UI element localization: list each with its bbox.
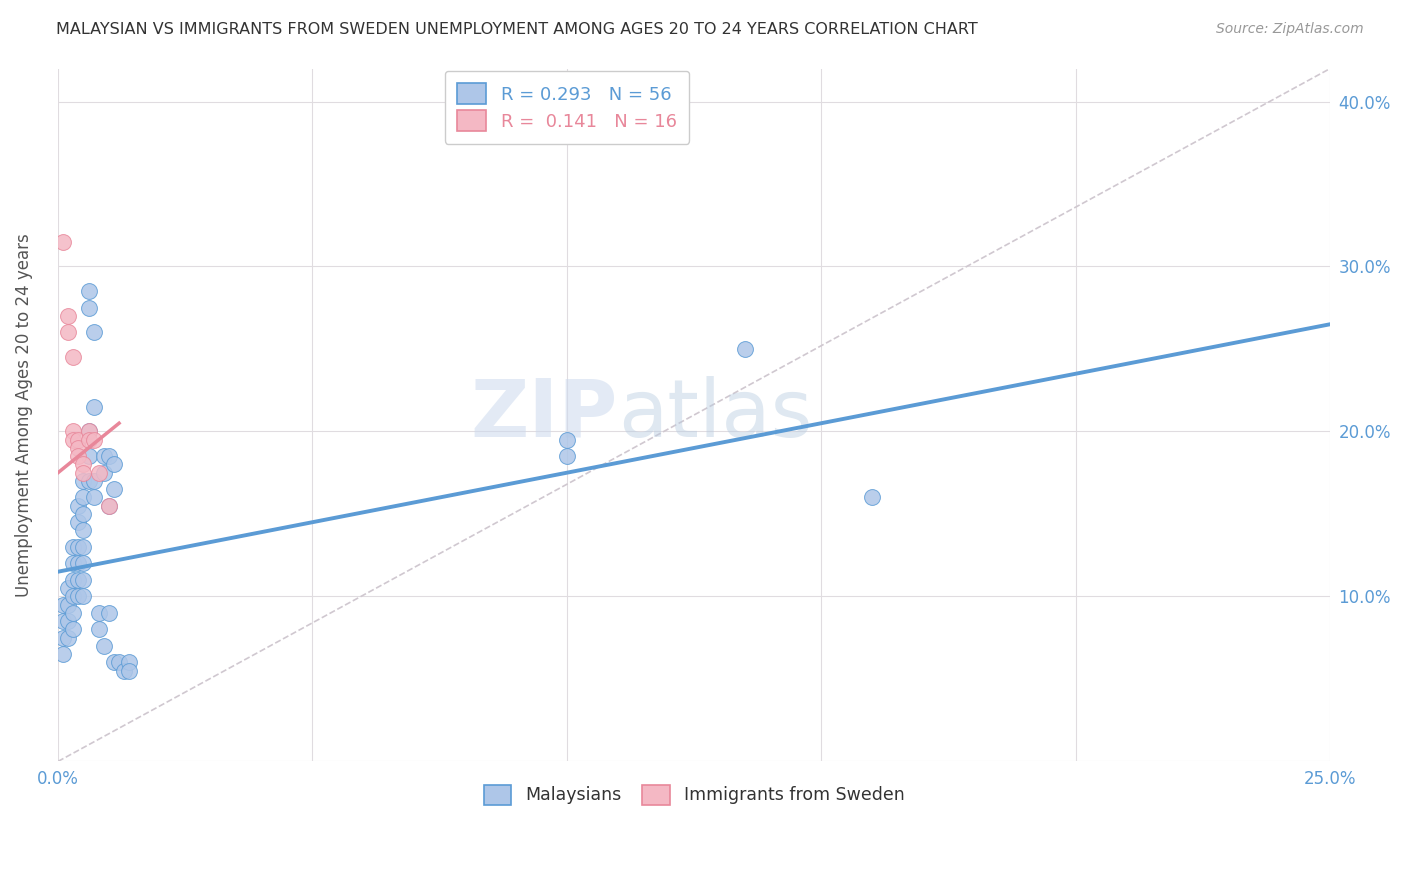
Point <box>87 606 110 620</box>
Point <box>72 458 94 472</box>
Point <box>555 433 578 447</box>
Point <box>97 499 120 513</box>
Point <box>67 433 90 447</box>
Point <box>72 507 94 521</box>
Point <box>62 573 84 587</box>
Point <box>52 647 75 661</box>
Point <box>62 425 84 439</box>
Point <box>52 598 75 612</box>
Point <box>72 474 94 488</box>
Point <box>77 433 100 447</box>
Legend: Malaysians, Immigrants from Sweden: Malaysians, Immigrants from Sweden <box>472 774 915 815</box>
Point <box>72 491 94 505</box>
Point <box>97 499 120 513</box>
Point <box>62 623 84 637</box>
Point <box>87 466 110 480</box>
Point <box>67 449 90 463</box>
Point <box>67 441 90 455</box>
Point <box>72 590 94 604</box>
Point <box>52 631 75 645</box>
Point <box>56 598 79 612</box>
Point <box>52 235 75 249</box>
Point <box>67 540 90 554</box>
Point <box>67 590 90 604</box>
Point <box>93 466 115 480</box>
Point <box>103 656 125 670</box>
Text: Source: ZipAtlas.com: Source: ZipAtlas.com <box>1216 22 1364 37</box>
Point <box>67 499 90 513</box>
Point <box>83 400 105 414</box>
Point <box>108 656 131 670</box>
Point <box>72 540 94 554</box>
Point <box>56 631 79 645</box>
Point <box>62 433 84 447</box>
Point <box>67 573 90 587</box>
Point <box>62 350 84 364</box>
Point <box>77 425 100 439</box>
Point <box>67 557 90 571</box>
Point <box>77 285 100 299</box>
Point <box>62 590 84 604</box>
Point <box>734 342 756 356</box>
Text: ZIP: ZIP <box>471 376 617 454</box>
Point <box>83 491 105 505</box>
Point <box>67 515 90 529</box>
Point <box>97 606 120 620</box>
Point <box>77 449 100 463</box>
Point <box>93 639 115 653</box>
Point <box>77 425 100 439</box>
Point <box>72 573 94 587</box>
Point <box>103 482 125 496</box>
Point <box>118 656 141 670</box>
Point <box>72 466 94 480</box>
Point <box>97 449 120 463</box>
Point <box>62 540 84 554</box>
Point <box>83 326 105 340</box>
Y-axis label: Unemployment Among Ages 20 to 24 years: Unemployment Among Ages 20 to 24 years <box>15 233 32 597</box>
Point <box>112 664 135 678</box>
Point <box>72 524 94 538</box>
Point <box>555 449 578 463</box>
Point <box>118 664 141 678</box>
Point <box>56 309 79 323</box>
Point <box>87 623 110 637</box>
Point <box>56 326 79 340</box>
Point <box>103 458 125 472</box>
Point <box>62 606 84 620</box>
Point <box>83 474 105 488</box>
Point <box>860 491 883 505</box>
Point <box>83 433 105 447</box>
Point <box>93 449 115 463</box>
Point <box>56 581 79 595</box>
Text: atlas: atlas <box>617 376 813 454</box>
Point <box>72 557 94 571</box>
Point <box>77 301 100 315</box>
Point <box>62 557 84 571</box>
Point <box>52 614 75 628</box>
Point <box>56 614 79 628</box>
Point <box>77 474 100 488</box>
Text: MALAYSIAN VS IMMIGRANTS FROM SWEDEN UNEMPLOYMENT AMONG AGES 20 TO 24 YEARS CORRE: MALAYSIAN VS IMMIGRANTS FROM SWEDEN UNEM… <box>56 22 979 37</box>
